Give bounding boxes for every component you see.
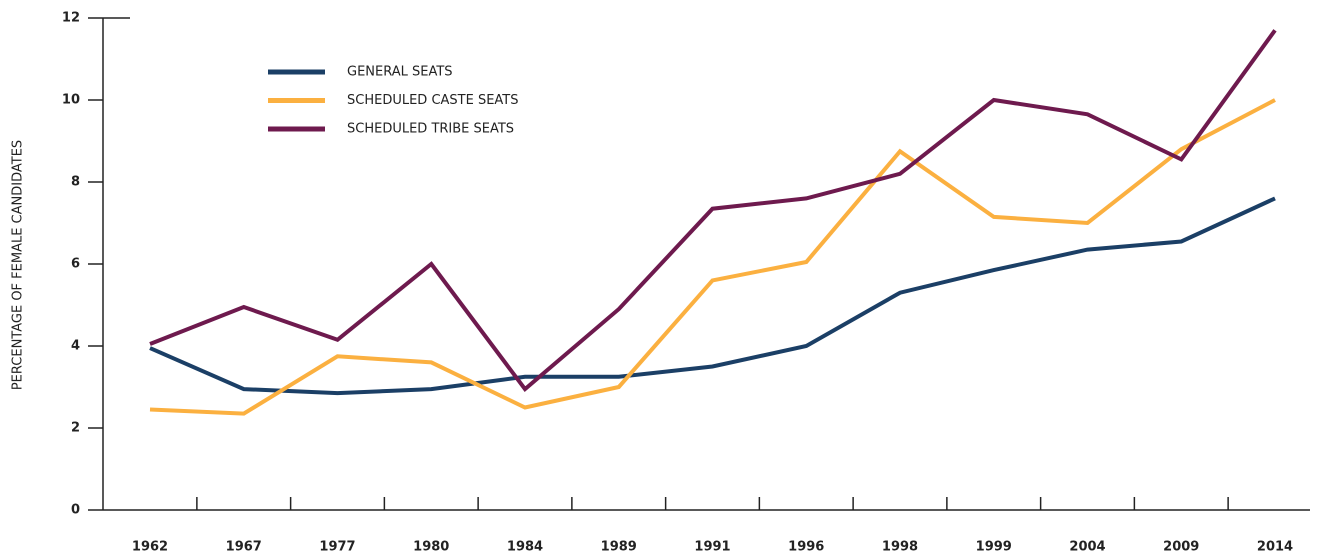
- x-tick-label: 2014: [1257, 540, 1293, 555]
- legend-label: GENERAL SEATS: [347, 65, 453, 80]
- x-tick-label: 1999: [976, 540, 1012, 555]
- y-tick-label: 10: [62, 93, 80, 108]
- y-tick-label: 2: [71, 421, 80, 436]
- series-line: [149, 29, 1277, 393]
- x-tick-label: 1998: [882, 540, 918, 555]
- x-tick-label: 1989: [601, 540, 637, 555]
- series-line: [149, 98, 1276, 416]
- y-tick-label: 4: [71, 339, 80, 354]
- x-tick-label: 2009: [1163, 540, 1199, 555]
- x-tick-label: 1984: [507, 540, 543, 555]
- x-tick-label: 2004: [1069, 540, 1105, 555]
- legend-label: SCHEDULED CASTE SEATS: [347, 93, 519, 108]
- y-tick-label: 12: [62, 11, 80, 26]
- x-tick-label: 1977: [319, 540, 355, 555]
- y-tick-label: 6: [71, 257, 80, 272]
- x-tick-label: 1996: [788, 540, 824, 555]
- x-tick-label: 1991: [694, 540, 730, 555]
- x-tick-label: 1980: [413, 540, 449, 555]
- legend-label: SCHEDULED TRIBE SEATS: [347, 122, 514, 137]
- y-axis-label: PERCENTAGE OF FEMALE CANDIDATES: [11, 140, 26, 390]
- y-tick-label: 0: [71, 503, 80, 518]
- series-line: [149, 196, 1276, 396]
- y-tick-label: 8: [71, 175, 80, 190]
- x-tick-label: 1967: [226, 540, 262, 555]
- x-tick-label: 1962: [132, 540, 168, 555]
